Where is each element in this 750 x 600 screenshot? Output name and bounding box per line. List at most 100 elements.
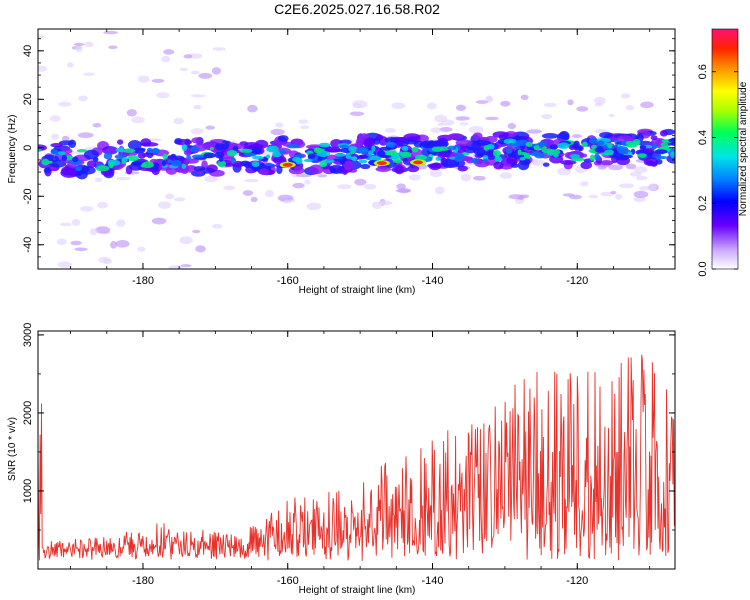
spectrogram-blob <box>492 150 501 157</box>
spectrogram-blob <box>73 42 85 46</box>
spectrogram-blob <box>223 185 236 191</box>
spectrogram-blob <box>385 141 396 148</box>
spectrogram-panel: -180 -160 -140 -120 -40 -20 0 20 40 Height of s… <box>7 28 676 296</box>
spectrogram-blob <box>455 139 473 146</box>
y-tick-label: 3000 <box>22 323 34 347</box>
spectrogram-blob <box>517 139 529 146</box>
spectrogram-blob <box>608 164 623 171</box>
spectrogram-blob <box>97 201 109 209</box>
spectrogram-blob <box>116 219 126 227</box>
spectrogram-blob <box>500 100 511 107</box>
colorbar-gradient <box>711 28 739 270</box>
spectrogram-blob <box>108 45 118 50</box>
spectrogram-blob <box>293 154 305 158</box>
snr-x-label: Height of straight line (km) <box>299 585 416 596</box>
spectrogram-blob <box>279 149 287 155</box>
spectrogram-blob <box>560 159 577 165</box>
y-tick-label: 0 <box>22 145 34 151</box>
spectrogram-blob <box>70 240 82 246</box>
spectrogram-blob <box>507 142 522 147</box>
spectrogram-blob <box>483 145 490 151</box>
spectrogram-blob <box>214 151 225 159</box>
spectrogram-blob <box>183 54 193 59</box>
spectrogram-blob <box>56 238 67 245</box>
spectrogram-blob <box>371 145 376 152</box>
spectrogram-blob <box>562 193 575 197</box>
spectrogram-blob <box>507 122 517 130</box>
spectrogram-blob <box>438 146 451 151</box>
spectrogram-blob <box>639 186 651 191</box>
spectrogram-peak <box>282 162 293 167</box>
spectrogram-blob <box>252 155 264 160</box>
spectrogram-blob <box>115 148 124 153</box>
spectrogram-blob <box>92 122 102 128</box>
spectrogram-blob <box>161 160 167 167</box>
spectrogram-blob <box>50 149 59 155</box>
spectrogram-blob <box>304 179 311 185</box>
spectrogram-blob <box>250 196 258 203</box>
colorbar-ticks: 0.0 0.2 0.4 0.6 <box>697 64 738 277</box>
spectrogram-blob <box>434 114 447 123</box>
spectrogram-blob <box>494 156 503 162</box>
spectrogram-blob <box>354 178 367 186</box>
spectrogram-blob <box>179 236 193 245</box>
colorbar-label: Normalized spectral amplitude <box>738 81 749 216</box>
spectrogram-blob <box>75 166 82 172</box>
spectrogram-blob <box>79 166 96 175</box>
spectrogram-blob <box>190 70 200 75</box>
spectrogram-blob <box>640 101 654 109</box>
spectrogram-blob <box>339 144 350 150</box>
spectrogram-frame <box>37 28 676 270</box>
spectrogram-blob <box>108 162 114 169</box>
spectrogram-blob <box>403 133 421 142</box>
spectrogram-blob <box>205 125 215 130</box>
spectrogram-blob <box>639 145 647 150</box>
spectrogram-blob <box>334 153 346 157</box>
spectrogram-blob <box>116 176 131 181</box>
spectrogram-blob <box>75 44 83 53</box>
spectrogram-blob <box>510 163 519 168</box>
spectrogram-blob <box>162 153 169 160</box>
spectrogram-blob <box>318 142 331 148</box>
spectrogram-blob <box>206 164 218 173</box>
x-tick-label: -140 <box>421 275 443 287</box>
spectrogram-blob <box>296 173 312 178</box>
spectrogram-blob <box>576 106 589 112</box>
spectrogram-blob <box>230 157 236 164</box>
spectrogram-blob <box>459 122 469 126</box>
spectrogram-blob <box>308 164 324 175</box>
spectrogram-blob <box>95 226 111 234</box>
spectrogram-blob <box>637 153 647 158</box>
spectrogram-blob <box>525 141 533 147</box>
spectrogram-blob <box>239 148 253 153</box>
spectrogram-blob <box>542 162 550 167</box>
spectrogram-blob <box>50 143 63 148</box>
spectrogram-blob <box>648 183 657 191</box>
spectrogram-blob <box>58 140 74 146</box>
spectrogram-blob <box>441 158 460 169</box>
spectrogram-blob <box>473 175 486 181</box>
spectrogram-blob <box>247 104 258 113</box>
spectrogram-blob <box>349 111 365 116</box>
spectrogram-blob <box>422 142 434 149</box>
spectrogram-blob <box>181 144 188 151</box>
spectrogram-blob <box>411 146 419 153</box>
spectrogram-blob <box>125 165 133 175</box>
spectrogram-blob <box>140 142 159 147</box>
spectrogram-blob <box>618 183 635 188</box>
spectrogram-blob <box>455 153 465 161</box>
spectrogram-blob <box>146 147 153 154</box>
spectrogram-blob <box>103 30 119 35</box>
spectrogram-y-ticks: -40 -20 0 20 40 <box>22 38 675 270</box>
spectrogram-blob <box>589 154 596 161</box>
spectrogram-blob <box>569 154 580 159</box>
spectrogram-blob <box>571 134 582 139</box>
spectrogram-blob <box>47 160 53 164</box>
spectrogram-blob <box>181 163 187 169</box>
spectrogram-blob <box>627 151 633 155</box>
spectrogram-blob <box>211 223 223 229</box>
spectrogram-blob <box>625 163 637 170</box>
x-tick-label: -180 <box>132 575 154 587</box>
spectrogram-blob <box>217 160 227 168</box>
spectrogram-blob <box>373 137 381 145</box>
